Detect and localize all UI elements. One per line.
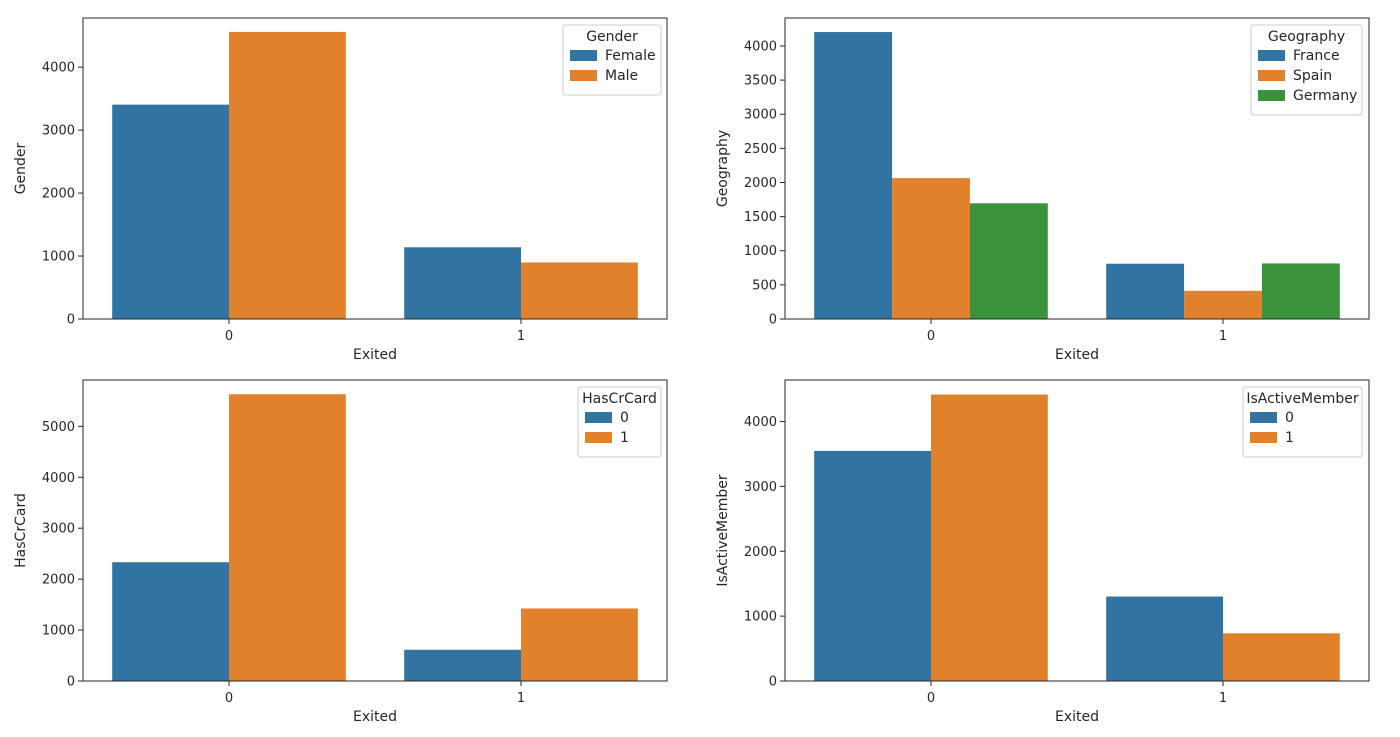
y-tick-label: 3000 [42, 124, 75, 139]
x-tick-label: 1 [1219, 329, 1227, 344]
y-tick-label: 4000 [42, 61, 75, 76]
bar-isactivemember-series-0-cat-1 [1106, 596, 1223, 681]
x-tick-label: 0 [927, 691, 935, 706]
legend-swatch [570, 70, 597, 81]
legend: HasCrCard 0 1 [577, 386, 662, 458]
bar-hascrcard-series-0-cat-1 [404, 649, 521, 681]
legend-swatch [585, 412, 612, 423]
axes-frame [82, 17, 668, 320]
bar-isactivemember-series-1-cat-1 [1223, 633, 1340, 681]
legend-title: IsActiveMember [1246, 391, 1359, 407]
x-tick-label: 1 [1219, 691, 1227, 706]
y-tick-label: 4000 [42, 471, 75, 486]
legend-swatch [1258, 50, 1285, 61]
y-tick-label: 1000 [744, 610, 777, 625]
axes-frame [784, 379, 1370, 682]
y-axis-label: Gender [13, 142, 29, 194]
bar-hascrcard-series-1-cat-0 [229, 394, 346, 681]
axes-frame [784, 17, 1370, 320]
bar-gender-series-0-cat-1 [404, 247, 521, 319]
y-tick-label: 1000 [744, 244, 777, 259]
y-tick-label: 2000 [42, 573, 75, 588]
bar-geography-series-1-cat-0 [892, 178, 970, 319]
legend-title: Geography [1268, 29, 1345, 45]
legend-label: 1 [1285, 430, 1294, 446]
x-tick-label: 1 [517, 329, 525, 344]
legend-label: 1 [620, 430, 629, 446]
y-axis-label: HasCrCard [13, 493, 29, 568]
y-tick-label: 2000 [42, 187, 75, 202]
y-tick-label: 3000 [42, 522, 75, 537]
legend-label: Spain [1293, 68, 1332, 84]
bar-geography-series-0-cat-0 [814, 32, 893, 320]
legend-title: Gender [586, 29, 638, 45]
bar-gender-series-1-cat-1 [521, 262, 638, 319]
x-tick-label: 0 [927, 329, 935, 344]
y-tick-label: 1500 [744, 210, 777, 225]
y-axis-label: IsActiveMember [715, 474, 731, 587]
y-tick-label: 2000 [744, 176, 777, 191]
legend-swatch [1250, 412, 1277, 423]
x-axis-label: Exited [1055, 347, 1099, 363]
y-tick-label: 0 [769, 313, 777, 328]
legend-swatch [585, 432, 612, 443]
legend-label: France [1293, 48, 1340, 64]
axes-frame [82, 379, 668, 682]
legend-label: Male [605, 68, 638, 84]
legend-label: Female [605, 48, 656, 64]
chart-panel-0: 0 1000 2000 3000 4000 0 1 Exited Gender Gender Fem… [13, 17, 668, 363]
legend: IsActiveMember 0 1 [1242, 386, 1363, 458]
bar-geography-series-0-cat-1 [1106, 263, 1185, 319]
legend: Gender Female Male [562, 24, 662, 96]
y-tick-label: 0 [769, 675, 777, 690]
y-tick-label: 4000 [744, 415, 777, 430]
bar-isactivemember-series-1-cat-0 [931, 394, 1048, 681]
legend-label: 0 [620, 410, 629, 426]
bar-geography-series-2-cat-0 [969, 203, 1048, 319]
y-tick-label: 500 [752, 278, 777, 293]
x-tick-label: 0 [225, 329, 233, 344]
y-tick-label: 1000 [42, 624, 75, 639]
bar-geography-series-1-cat-1 [1184, 290, 1262, 319]
y-tick-label: 5000 [42, 420, 75, 435]
chart-panel-1: 0 500 1000 1500 2000 2500 3000 3500 4000 0 1 Exited… [715, 17, 1370, 363]
y-tick-label: 0 [67, 675, 75, 690]
bar-geography-series-2-cat-1 [1261, 263, 1340, 319]
bar-isactivemember-series-0-cat-0 [814, 450, 931, 681]
legend-swatch [570, 50, 597, 61]
y-tick-label: 3000 [744, 108, 777, 123]
legend: Geography France Spain Germany [1250, 24, 1363, 116]
legend-title: HasCrCard [582, 391, 657, 407]
y-tick-label: 2000 [744, 545, 777, 560]
bar-gender-series-1-cat-0 [229, 31, 346, 319]
legend-label: Germany [1293, 88, 1357, 104]
y-tick-label: 3000 [744, 480, 777, 495]
y-tick-label: 4000 [744, 39, 777, 54]
bar-hascrcard-series-0-cat-0 [112, 562, 229, 681]
legend-swatch [1258, 90, 1285, 101]
x-axis-label: Exited [353, 347, 397, 363]
y-tick-label: 3500 [744, 74, 777, 89]
y-tick-label: 0 [67, 313, 75, 328]
x-tick-label: 1 [517, 691, 525, 706]
y-axis-label: Geography [715, 130, 731, 207]
legend-swatch [1258, 70, 1285, 81]
y-tick-label: 1000 [42, 250, 75, 265]
y-tick-label: 2500 [744, 142, 777, 157]
bar-gender-series-0-cat-0 [112, 104, 229, 319]
legend-swatch [1250, 432, 1277, 443]
x-axis-label: Exited [353, 709, 397, 725]
bar-hascrcard-series-1-cat-1 [521, 608, 638, 681]
legend-label: 0 [1285, 410, 1294, 426]
x-tick-label: 0 [225, 691, 233, 706]
x-axis-label: Exited [1055, 709, 1099, 725]
